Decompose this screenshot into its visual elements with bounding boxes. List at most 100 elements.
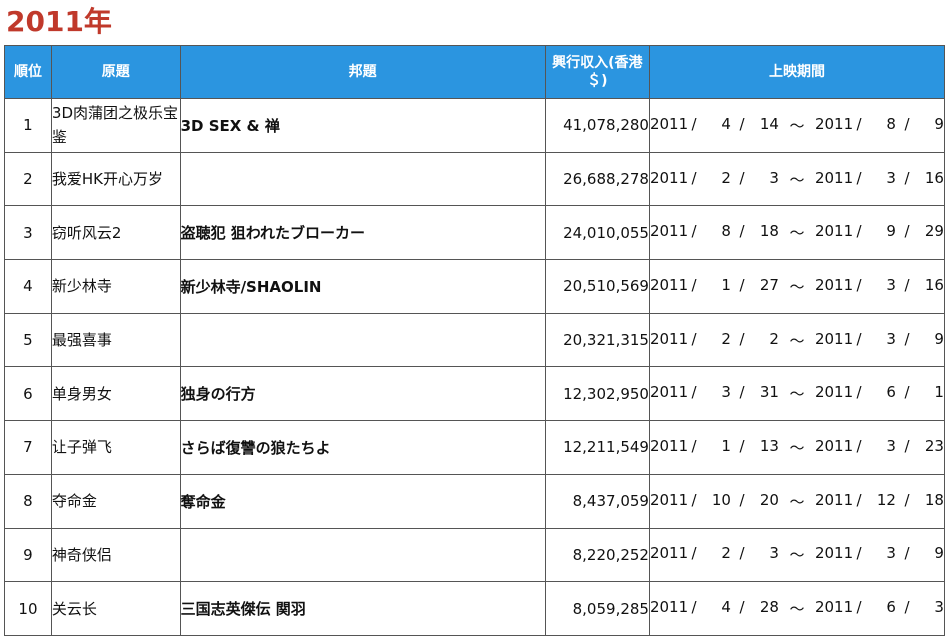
header-rank: 順位 <box>4 45 52 99</box>
cell-japanese-title: 盗聴犯 狙われたブローカー <box>179 205 546 261</box>
date-separator: / <box>856 436 862 455</box>
date-separator: / <box>856 490 862 509</box>
start-day: 27 <box>759 275 779 294</box>
date-separator: / <box>856 598 862 617</box>
cell-japanese-title: 独身の行方 <box>179 366 546 422</box>
cell-gross: 20,510,569 <box>544 259 650 314</box>
end-month: 12 <box>876 490 896 509</box>
cell-screening-period: 2011/2/3 ～ 2011/3/16 <box>648 151 945 207</box>
start-month: 2 <box>721 168 731 187</box>
end-day: 16 <box>924 275 944 294</box>
header-original-title: 原題 <box>50 45 181 99</box>
start-month: 1 <box>721 275 731 294</box>
table-row: 3 窃听风云2 盗聴犯 狙われたブローカー 24,010,055 2011/8/18 ～ 2… <box>4 205 945 261</box>
date-separator: / <box>739 436 745 455</box>
cell-screening-period: 2011/4/14 ～ 2011/8/9 <box>648 98 945 153</box>
period-range: 2011/1/27 ～ 2011/3/16 <box>650 276 944 297</box>
date-separator: / <box>856 168 862 187</box>
range-tilde: ～ <box>789 492 805 511</box>
cell-gross: 20,321,315 <box>544 312 650 368</box>
date-separator: / <box>691 490 697 509</box>
cell-original-title: 关云长 <box>50 581 181 636</box>
end-month: 3 <box>886 275 896 294</box>
cell-gross: 8,059,285 <box>544 581 650 636</box>
cell-screening-period: 2011/4/28 ～ 2011/6/3 <box>648 581 945 636</box>
start-year: 2011 <box>649 222 689 241</box>
range-tilde: ～ <box>789 116 805 135</box>
start-year: 2011 <box>649 383 689 402</box>
period-range: 2011/1/13 ～ 2011/3/23 <box>650 437 944 458</box>
cell-rank: 3 <box>4 205 52 261</box>
cell-rank: 9 <box>4 527 52 583</box>
start-day: 2 <box>769 329 779 348</box>
start-month: 4 <box>721 114 731 133</box>
cell-screening-period: 2011/1/27 ～ 2011/3/16 <box>648 259 945 314</box>
end-day: 9 <box>934 114 944 133</box>
date-separator: / <box>739 222 745 241</box>
end-year: 2011 <box>814 329 854 348</box>
table-body: 1 3D肉蒲团之极乐宝鉴 3D SEX & 禅 41,078,280 2011/4/14… <box>4 98 945 636</box>
range-tilde: ～ <box>789 331 805 350</box>
date-separator: / <box>856 275 862 294</box>
end-month: 3 <box>886 329 896 348</box>
date-separator: / <box>691 168 697 187</box>
date-separator: / <box>904 598 910 617</box>
end-month: 6 <box>886 598 896 617</box>
table-row: 10 关云长 三国志英傑伝 関羽 8,059,285 2011/4/28 ～ 2011/6/… <box>4 581 945 636</box>
date-separator: / <box>904 436 910 455</box>
start-day: 28 <box>759 598 779 617</box>
date-separator: / <box>904 275 910 294</box>
start-month: 3 <box>721 383 731 402</box>
start-day: 18 <box>759 222 779 241</box>
period-range: 2011/2/2 ～ 2011/3/9 <box>650 330 944 351</box>
header-gross: 興行収入(香港＄) <box>544 45 650 99</box>
end-month: 3 <box>886 544 896 563</box>
end-year: 2011 <box>814 383 854 402</box>
cell-rank: 2 <box>4 151 52 207</box>
date-separator: / <box>739 490 745 509</box>
cell-gross: 24,010,055 <box>544 205 650 261</box>
date-separator: / <box>691 544 697 563</box>
table-row: 5 最强喜事 20,321,315 2011/2/2 ～ 2011/3/9 <box>4 312 945 368</box>
cell-original-title: 让子弹飞 <box>50 420 181 475</box>
start-year: 2011 <box>649 544 689 563</box>
date-separator: / <box>739 329 745 348</box>
date-separator: / <box>739 275 745 294</box>
period-range: 2011/3/31 ～ 2011/6/1 <box>650 383 944 404</box>
start-year: 2011 <box>649 329 689 348</box>
date-separator: / <box>904 168 910 187</box>
table-row: 2 我爱HK开心万岁 26,688,278 2011/2/3 ～ 2011/3/16 <box>4 151 945 207</box>
range-tilde: ～ <box>789 546 805 565</box>
end-day: 3 <box>934 598 944 617</box>
cell-gross: 12,211,549 <box>544 420 650 475</box>
date-separator: / <box>856 383 862 402</box>
range-tilde: ～ <box>789 385 805 404</box>
end-year: 2011 <box>814 436 854 455</box>
cell-original-title: 新少林寺 <box>50 259 181 314</box>
end-day: 1 <box>934 383 944 402</box>
cell-gross: 8,437,059 <box>544 473 650 529</box>
end-month: 3 <box>886 168 896 187</box>
cell-japanese-title: 三国志英傑伝 関羽 <box>179 581 546 636</box>
start-month: 8 <box>721 222 731 241</box>
end-day: 29 <box>924 222 944 241</box>
start-month: 10 <box>711 490 731 509</box>
date-separator: / <box>904 114 910 133</box>
start-month: 2 <box>721 329 731 348</box>
start-year: 2011 <box>649 275 689 294</box>
cell-gross: 41,078,280 <box>544 98 650 153</box>
date-separator: / <box>691 114 697 133</box>
range-tilde: ～ <box>789 600 805 619</box>
end-day: 9 <box>934 544 944 563</box>
end-month: 8 <box>886 114 896 133</box>
table-row: 8 夺命金 奪命金 8,437,059 2011/10/20 ～ 2011/12/18 <box>4 473 945 529</box>
date-separator: / <box>904 222 910 241</box>
cell-original-title: 单身男女 <box>50 366 181 422</box>
date-separator: / <box>856 544 862 563</box>
table-header-row: 順位 原題 邦題 興行収入(香港＄) 上映期間 <box>4 45 945 99</box>
start-year: 2011 <box>649 114 689 133</box>
date-separator: / <box>739 168 745 187</box>
cell-rank: 5 <box>4 312 52 368</box>
start-year: 2011 <box>649 168 689 187</box>
table-row: 6 单身男女 独身の行方 12,302,950 2011/3/31 ～ 2011/6/1 <box>4 366 945 422</box>
